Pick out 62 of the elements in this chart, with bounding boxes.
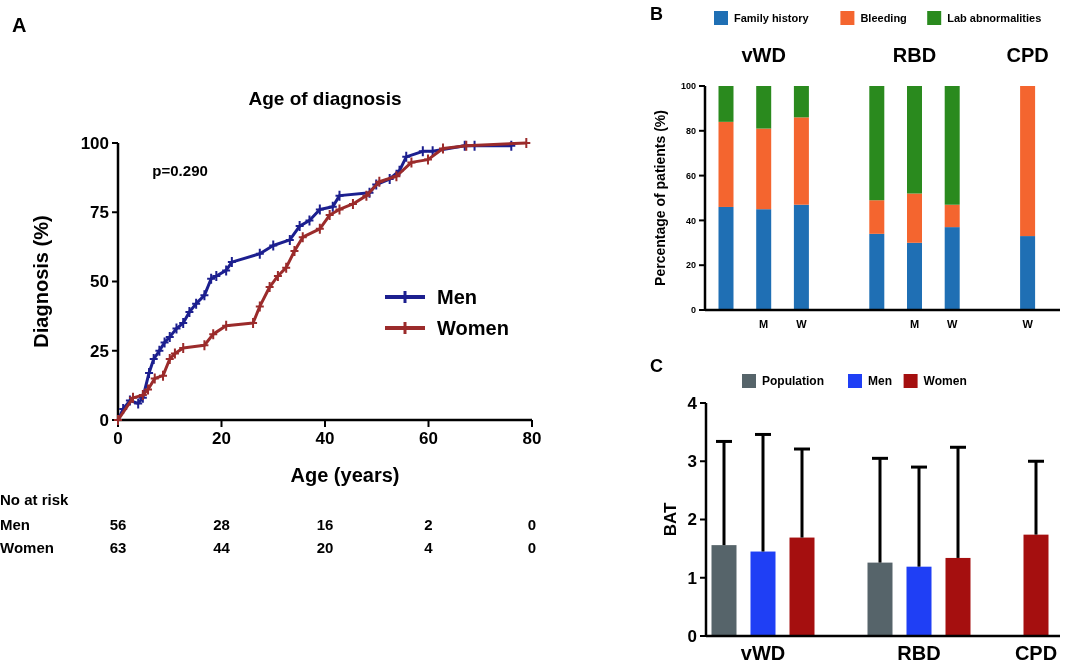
legend-label: Men (868, 374, 892, 389)
text: 63 (109, 539, 127, 556)
legend-label: Population (762, 374, 824, 389)
text: 0 (527, 516, 537, 533)
legend-label: Lab abnormalities (947, 11, 1042, 24)
y-tick-label: 0 (687, 626, 697, 646)
y-tick-label: 75 (90, 203, 109, 223)
legend-label: Family history (734, 11, 810, 24)
y-axis-title: BAT (661, 502, 680, 537)
y-tick-label: 0 (690, 305, 696, 316)
y-axis-title: Percentage of patients (%) (652, 110, 668, 286)
text: C (650, 356, 663, 376)
y-tick-label: 0 (99, 410, 109, 430)
y-tick-label: 60 (685, 170, 696, 181)
text: 56 (109, 516, 127, 533)
text: 4 (424, 539, 434, 556)
x-tick-label: 80 (522, 429, 542, 448)
text: RBD (892, 44, 937, 66)
y-tick-label: 3 (687, 452, 697, 472)
x-tick-label: CPD (1014, 642, 1058, 664)
text: CPD (1006, 44, 1049, 66)
text: 0 (527, 539, 537, 556)
y-tick-label: 25 (90, 341, 109, 361)
legend-label: Women (437, 317, 509, 339)
x-tick-label: vWD (740, 642, 786, 664)
y-tick-label: 2 (687, 510, 697, 530)
text: vWD (741, 44, 786, 66)
text: 2 (424, 516, 433, 533)
x-tick-label: W (796, 318, 808, 330)
text: 16 (316, 516, 334, 533)
y-tick-label: 20 (685, 260, 696, 271)
legend-label: Bleeding (860, 11, 907, 24)
text: Men (0, 516, 30, 533)
text: A (12, 14, 27, 36)
y-tick-label: 100 (680, 81, 696, 92)
x-tick-label: M (759, 318, 769, 330)
x-tick-label: W (1022, 318, 1034, 330)
y-tick-label: 100 (80, 133, 109, 153)
y-tick-label: 1 (687, 568, 697, 588)
y-tick-label: 80 (685, 125, 696, 136)
text: 28 (213, 516, 230, 533)
x-tick-label: 40 (315, 429, 335, 448)
x-tick-label: 20 (212, 429, 231, 448)
legend-label: Women (923, 374, 967, 389)
x-tick-label: 0 (113, 429, 123, 448)
text: No at risk (0, 491, 70, 508)
chart-title: Age of diagnosis (248, 88, 402, 109)
legend-label: Men (437, 286, 477, 308)
annotation: p=0.290 (152, 162, 208, 180)
y-axis-title: Diagnosis (%) (30, 215, 52, 348)
text: 44 (213, 539, 231, 556)
x-tick-label: 60 (419, 429, 438, 448)
x-tick-label: M (909, 318, 920, 330)
x-axis-title: Age (years) (290, 464, 400, 486)
y-tick-label: 4 (687, 393, 698, 413)
y-tick-label: 50 (90, 272, 109, 292)
text: 20 (316, 539, 334, 556)
text: B (650, 4, 663, 24)
y-tick-label: 40 (685, 215, 696, 226)
x-tick-label: W (947, 318, 958, 330)
x-tick-label: RBD (897, 642, 941, 664)
text: Women (0, 539, 54, 556)
